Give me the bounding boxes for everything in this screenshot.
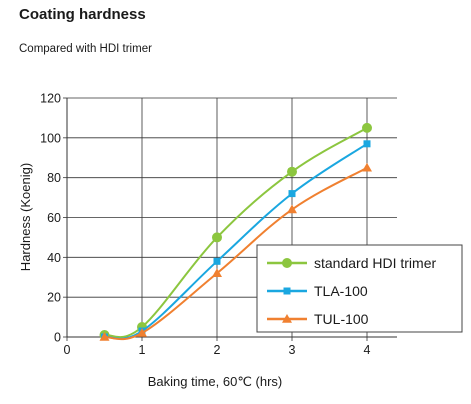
legend-marker <box>282 258 292 268</box>
x-tick-label-3: 3 <box>289 343 296 357</box>
data-point-tla-100-4 <box>363 140 371 148</box>
legend-marker <box>283 287 291 295</box>
series-standard-hdi-trimer <box>99 122 372 341</box>
y-tick-label-20: 20 <box>47 291 61 305</box>
legend-item-tla-100: TLA-100 <box>267 283 368 299</box>
chart-subtitle: Compared with HDI trimer <box>19 43 152 55</box>
chart-title: Coating hardness <box>19 6 146 23</box>
x-tick-label-0: 0 <box>64 343 71 357</box>
data-point-tul-100-3 <box>287 204 297 214</box>
data-point-tla-100-2 <box>213 257 221 265</box>
x-tick-label-2: 2 <box>214 343 221 357</box>
data-point-tul-100-0 <box>99 332 110 341</box>
data-point-standard-hdi-trimer-2 <box>212 232 222 243</box>
series-tul-100 <box>99 162 372 341</box>
data-point-standard-hdi-trimer-3 <box>287 166 297 177</box>
y-tick-label-100: 100 <box>40 131 61 145</box>
y-tick-label-120: 120 <box>40 92 61 106</box>
legend-item-standard-hdi-trimer: standard HDI trimer <box>267 255 436 271</box>
legend-box <box>256 244 463 333</box>
data-point-tul-100-4 <box>362 162 372 172</box>
x-axis-label: Baking time, 60℃ (hrs) <box>148 374 283 389</box>
y-tick-label-0: 0 <box>54 331 61 345</box>
data-point-tul-100-2 <box>212 268 222 278</box>
legend-label: standard HDI trimer <box>314 255 436 271</box>
legend-marker <box>282 314 292 323</box>
x-tick-label-4: 4 <box>364 343 371 357</box>
series-group <box>99 122 372 341</box>
y-tick-label-40: 40 <box>47 251 61 265</box>
legend-label: TLA-100 <box>314 283 368 299</box>
y-axis-label: Hardness (Koenig) <box>18 163 33 271</box>
data-point-tul-100-1 <box>137 328 147 337</box>
y-tick-label-80: 80 <box>47 171 61 185</box>
data-point-standard-hdi-trimer-4 <box>362 122 372 133</box>
data-point-tla-100-3 <box>288 190 296 198</box>
x-tick-label-1: 1 <box>139 343 146 357</box>
tick-labels: 0 20 40 60 80 100 120 0 1 2 3 4 <box>40 92 370 358</box>
y-tick-label-60: 60 <box>47 211 61 225</box>
legend-label: TUL-100 <box>314 311 369 327</box>
legend: standard HDI trimer TLA-100 TUL-100 <box>256 244 463 333</box>
legend-item-tul-100: TUL-100 <box>267 311 369 327</box>
